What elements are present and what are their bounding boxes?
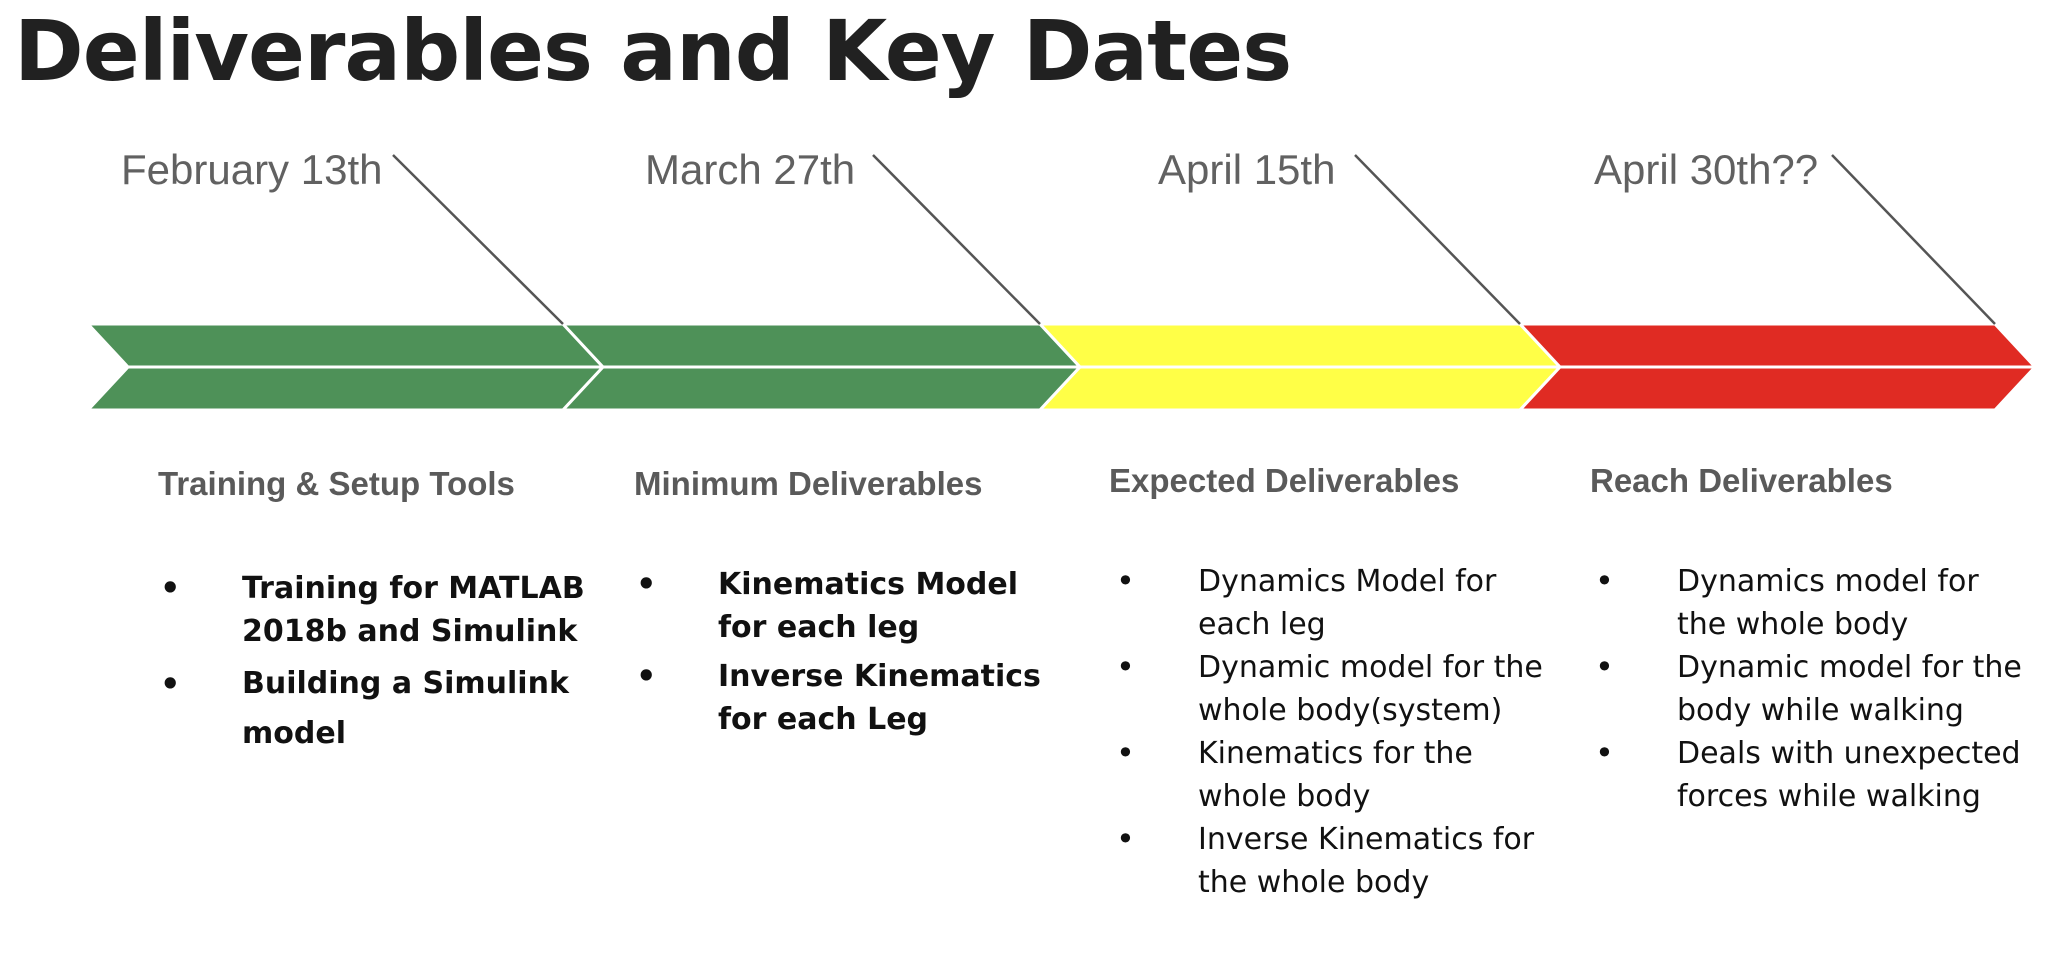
leader-line-3 bbox=[1354, 154, 1521, 325]
slide-title: Deliverables and Key Dates bbox=[14, 2, 1292, 100]
bullet-icon: • bbox=[636, 565, 657, 603]
list-item: • Dynamic model for the whole body(system… bbox=[1116, 646, 1546, 732]
milestone-date-2: March 27th bbox=[645, 146, 856, 193]
bullet-icon: • bbox=[160, 665, 181, 703]
list-item-text: Training for MATLAB 2018b and Simulink bbox=[242, 571, 585, 649]
milestone-list-1: • Training for MATLAB 2018b and Simulink … bbox=[160, 567, 590, 765]
milestone-date-3: April 15th bbox=[1158, 146, 1336, 193]
milestone-heading-3: Expected Deliverables bbox=[1109, 462, 1460, 499]
list-item-text: Dynamics model for the whole body bbox=[1677, 564, 1979, 642]
list-item: • Dynamics model for the whole body bbox=[1595, 560, 2025, 646]
milestone-heading-4: Reach Deliverables bbox=[1590, 462, 1893, 499]
milestone-list-3: • Dynamics Model for each leg • Dynamic mo… bbox=[1116, 560, 1546, 904]
milestone-date-4: April 30th?? bbox=[1594, 146, 1819, 193]
milestone-date-1: February 13th bbox=[121, 146, 383, 193]
bullet-icon: • bbox=[1116, 648, 1135, 686]
list-item-text: Kinematics Model for each leg bbox=[718, 567, 1019, 645]
list-item: • Kinematics for the whole body bbox=[1116, 732, 1546, 818]
list-item: • Inverse Kinematics for the whole body bbox=[1116, 818, 1546, 904]
list-item: • Dynamic model for the body while walkin… bbox=[1595, 646, 2025, 732]
list-item-text: Dynamic model for the whole body(system) bbox=[1198, 650, 1543, 728]
list-item-text: Inverse Kinematics for the whole body bbox=[1198, 822, 1535, 900]
list-item-text: Kinematics for the whole body bbox=[1198, 736, 1473, 814]
bullet-icon: • bbox=[1595, 734, 1614, 772]
list-item-text: Dynamics Model for each leg bbox=[1198, 564, 1497, 642]
milestone-list-4: • Dynamics model for the whole body • Dyna… bbox=[1595, 560, 2025, 818]
list-item: • Kinematics Model for each leg bbox=[636, 563, 1066, 649]
list-item: • Inverse Kinematics for each Leg bbox=[636, 655, 1066, 741]
milestone-heading-2: Minimum Deliverables bbox=[634, 465, 983, 502]
list-item-text: Building a Simulink model bbox=[242, 666, 569, 751]
bullet-icon: • bbox=[1116, 820, 1135, 858]
milestone-list-2: • Kinematics Model for each leg • Inverse … bbox=[636, 563, 1066, 747]
leader-line-4 bbox=[1831, 154, 1996, 325]
list-item: • Building a Simulink model bbox=[160, 659, 590, 759]
leader-line-2 bbox=[872, 154, 1041, 325]
list-item: • Dynamics Model for each leg bbox=[1116, 560, 1546, 646]
bullet-icon: • bbox=[1595, 648, 1614, 686]
bullet-icon: • bbox=[1116, 562, 1135, 600]
bullet-icon: • bbox=[1116, 734, 1135, 772]
list-item: • Training for MATLAB 2018b and Simulink bbox=[160, 567, 590, 653]
bullet-icon: • bbox=[160, 569, 181, 607]
list-item: • Deals with unexpected forces while walk… bbox=[1595, 732, 2025, 818]
bullet-icon: • bbox=[1595, 562, 1614, 600]
list-item-text: Inverse Kinematics for each Leg bbox=[718, 659, 1041, 737]
list-item-text: Dynamic model for the body while walking bbox=[1677, 650, 2022, 728]
list-item-text: Deals with unexpected forces while walki… bbox=[1677, 736, 2021, 814]
leader-line-1 bbox=[392, 154, 564, 325]
milestone-heading-1: Training & Setup Tools bbox=[158, 465, 515, 502]
bullet-icon: • bbox=[636, 657, 657, 695]
